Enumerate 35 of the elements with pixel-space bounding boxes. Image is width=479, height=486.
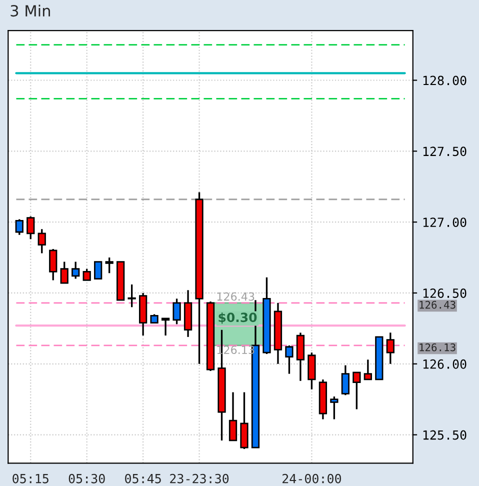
candlestick bbox=[105, 256, 114, 274]
candlestick bbox=[82, 268, 91, 282]
candlestick bbox=[128, 284, 136, 308]
x-tick-label: 23-23:30 bbox=[170, 474, 229, 484]
candlestick bbox=[15, 218, 24, 236]
candlestick bbox=[228, 391, 238, 442]
candlestick bbox=[72, 260, 80, 280]
x-tick-label: 05:30 bbox=[68, 474, 105, 484]
ref-line-label: 126.43 bbox=[420, 300, 456, 309]
y-tick-label: 128.00 bbox=[423, 76, 466, 86]
candlestick bbox=[364, 358, 372, 380]
candlestick bbox=[330, 396, 338, 420]
y-tick-label: 126.50 bbox=[423, 288, 466, 298]
x-tick-label: 24-00:00 bbox=[282, 474, 341, 484]
candlestick bbox=[94, 261, 102, 280]
candlestick bbox=[38, 228, 46, 254]
annotation: $0.30 bbox=[218, 312, 257, 324]
candlestick bbox=[341, 364, 350, 396]
annotation: 126.43 bbox=[217, 292, 254, 301]
x-tick-label: 05:15 bbox=[12, 474, 48, 484]
ref-line-label: 126.13 bbox=[420, 343, 456, 352]
y-tick-label: 126.00 bbox=[423, 359, 466, 369]
candlestick bbox=[285, 344, 294, 375]
candlestick bbox=[172, 298, 181, 326]
candlestick bbox=[352, 372, 361, 410]
y-tick-label: 125.50 bbox=[423, 430, 466, 440]
candlestick bbox=[49, 248, 58, 282]
y-tick-label: 127.50 bbox=[423, 146, 466, 156]
candlestick bbox=[161, 318, 170, 336]
candlestick bbox=[26, 216, 35, 240]
candlestick bbox=[386, 332, 394, 365]
candlestick bbox=[60, 260, 68, 284]
y-tick-label: 127.00 bbox=[423, 218, 466, 228]
x-tick-label: 05:45 bbox=[125, 474, 161, 484]
chart-title: 3 Min bbox=[10, 4, 50, 17]
